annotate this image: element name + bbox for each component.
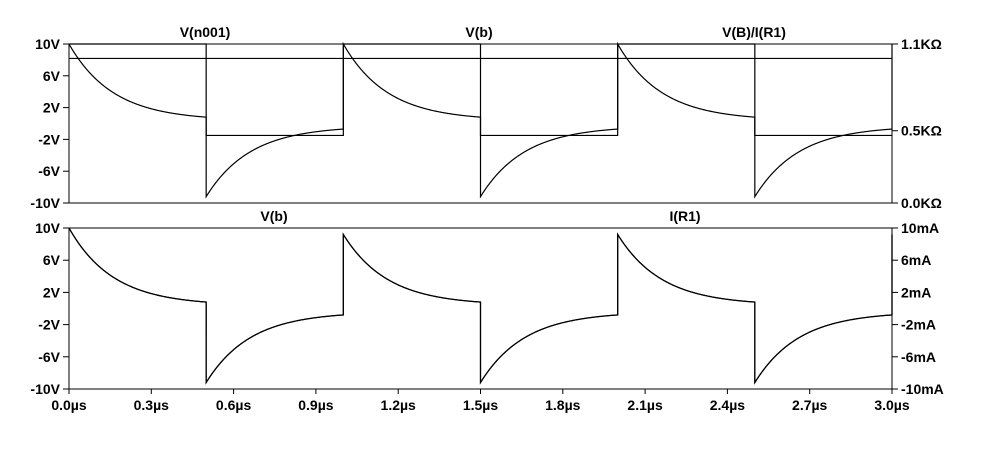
y-tick-label: -2V bbox=[38, 131, 60, 147]
trace-v-b- bbox=[68, 41, 893, 199]
trace-header: I(R1) bbox=[669, 208, 700, 224]
x-tick-label: 2.1µs bbox=[627, 397, 663, 413]
x-tick-label: 2.4µs bbox=[710, 397, 746, 413]
y2-tick-label: -6mA bbox=[901, 349, 936, 365]
y-tick-label: 10V bbox=[35, 220, 61, 236]
trace-i-r1- bbox=[68, 227, 893, 385]
x-tick-label: 0.0µs bbox=[51, 397, 87, 413]
y-tick-label: 6V bbox=[43, 68, 61, 84]
y-tick-label: -10V bbox=[30, 195, 60, 211]
y-tick-label: -2V bbox=[38, 317, 60, 333]
y2-tick-label: 6mA bbox=[901, 252, 931, 268]
y2-tick-label: 2mA bbox=[901, 284, 931, 300]
trace-header: V(b) bbox=[465, 24, 492, 40]
x-tick-label: 1.8µs bbox=[545, 397, 581, 413]
x-tick-label: 0.3µs bbox=[134, 397, 170, 413]
y2-tick-label: 0.5KΩ bbox=[901, 123, 942, 139]
x-tick-label: 3.0µs bbox=[874, 397, 910, 413]
y-tick-label: 2V bbox=[43, 284, 61, 300]
x-tick-label: 2.7µs bbox=[792, 397, 828, 413]
y-tick-label: -10V bbox=[30, 381, 60, 397]
y2-tick-label: -2mA bbox=[901, 317, 936, 333]
plot-pane-2: 10V 6V 2V -2V -6V -10V 10mA 6mA 2mA -2mA -6mA -10mA… bbox=[30, 208, 943, 413]
y-tick-label: -6V bbox=[38, 349, 60, 365]
y-tick-label: 2V bbox=[43, 100, 61, 116]
x-tick-label: 0.9µs bbox=[298, 397, 334, 413]
x-tick-label: 0.6µs bbox=[216, 397, 252, 413]
y2-tick-label: 1.1KΩ bbox=[901, 36, 942, 52]
x-tick-label: 1.5µs bbox=[463, 397, 499, 413]
trace-header: V(b) bbox=[260, 208, 287, 224]
y2-tick-label: 0.0KΩ bbox=[901, 195, 942, 211]
trace-header: V(n001) bbox=[180, 24, 231, 40]
y2-tick-label: -10mA bbox=[901, 381, 944, 397]
y2-tick-label: 10mA bbox=[901, 220, 939, 236]
x-tick-label: 1.2µs bbox=[381, 397, 417, 413]
plot-pane-1: 10V 6V 2V -2V -6V -10V 1.1KΩ 0.5KΩ 0.0KΩ V(n001) V… bbox=[30, 24, 941, 211]
y-tick-label: 6V bbox=[43, 252, 61, 268]
trace-header: V(B)/I(R1) bbox=[722, 24, 786, 40]
y-tick-label: 10V bbox=[35, 36, 61, 52]
y-tick-label: -6V bbox=[38, 163, 60, 179]
